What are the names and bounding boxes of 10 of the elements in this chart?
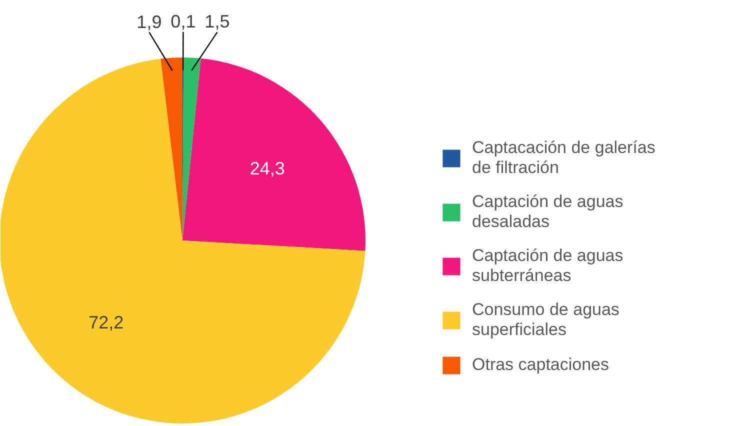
legend-label: Captacación de galerías de filtración	[472, 138, 656, 178]
legend-label: Consumo de aguas superficiales	[472, 300, 620, 340]
data-label: 72,2	[88, 312, 124, 332]
data-label: 1,9	[136, 12, 162, 32]
data-label: 1,5	[204, 12, 230, 32]
legend-label: Otras captaciones	[472, 355, 610, 375]
data-label: 24,3	[250, 158, 285, 178]
data-label: 0,1	[170, 11, 196, 32]
legend-label: Captación de aguas desaladas	[472, 192, 624, 232]
legend-label: Captación de aguas subterráneas	[472, 246, 624, 286]
